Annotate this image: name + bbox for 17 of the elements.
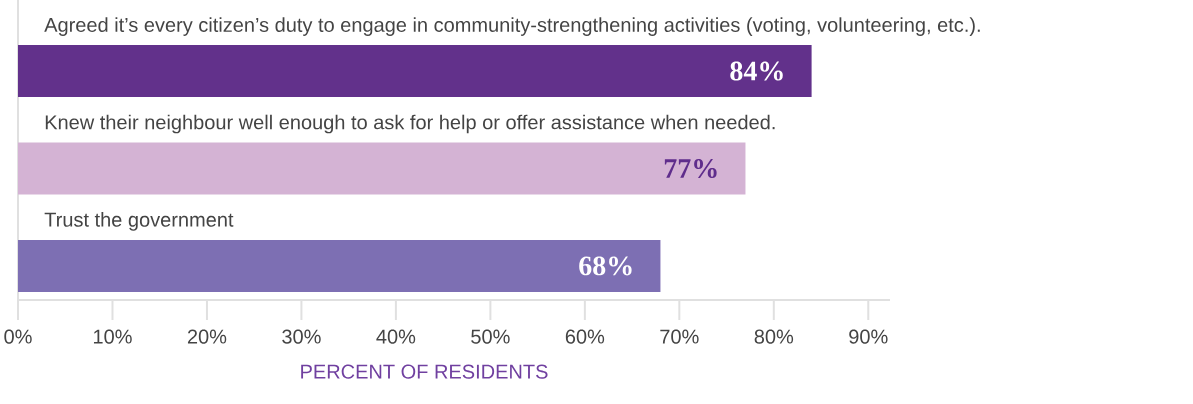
y-tick-label: Trust the government — [44, 212, 234, 231]
x-tick-label: 60% — [565, 329, 605, 344]
x-tick-label: 50% — [471, 329, 510, 344]
data-label: 68% — [579, 256, 632, 276]
x-tick-label: 30% — [282, 329, 321, 344]
data-label: 77% — [664, 159, 717, 179]
x-tick-label: 40% — [376, 329, 416, 344]
y-tick-label: Knew their neighbour well enough to ask for help or offer assistance when needed. — [45, 114, 775, 134]
x-tick-label: 70% — [660, 329, 699, 344]
x-tick-label: 90% — [849, 329, 888, 344]
x-axis-title: PERCENT OF RESIDENTS — [301, 364, 548, 379]
x-tick-label: 20% — [187, 329, 227, 344]
x-tick-label: 80% — [754, 329, 794, 344]
data-label: 84% — [730, 61, 783, 81]
y-tick-label: Agreed it’s every citizen’s duty to engage in community-strengthening activities (voting, volunteering, etc.). — [44, 17, 980, 36]
x-tick-label: 0% — [4, 329, 32, 344]
x-tick-label: 10% — [93, 329, 132, 344]
